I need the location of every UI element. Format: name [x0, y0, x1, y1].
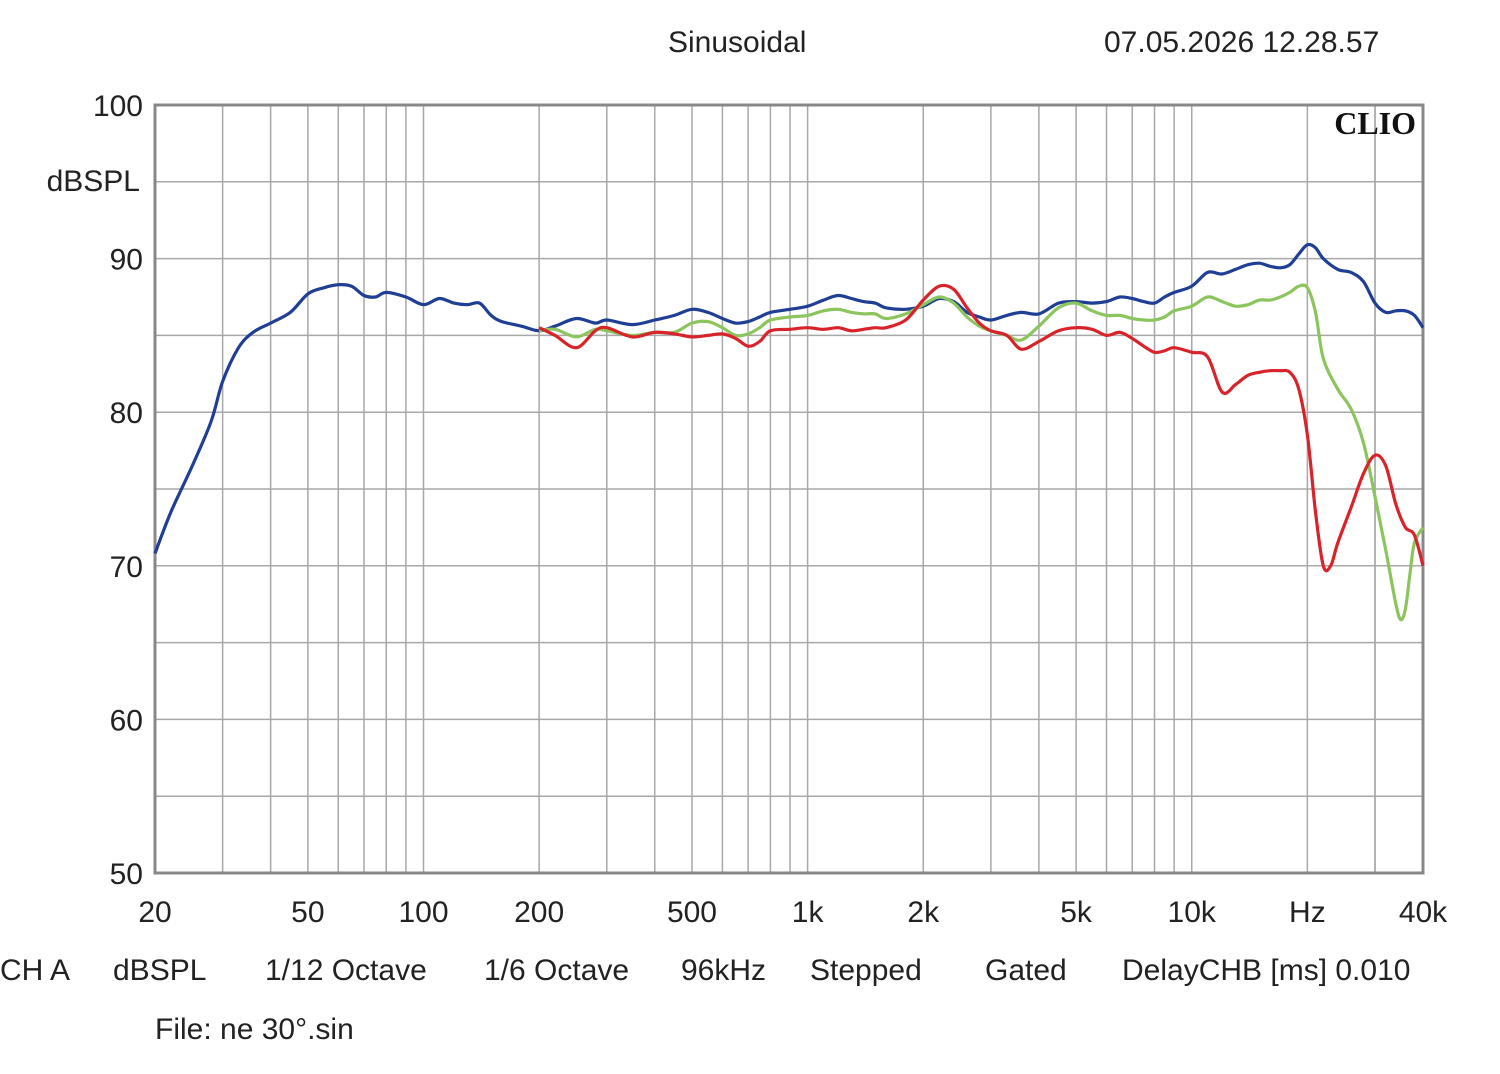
series-line-blue — [153, 242, 1425, 555]
y-tick-label: 80 — [110, 397, 143, 430]
x-axis-ticks: 20 50 100 200 500 1k 2k 5k 10k Hz 40k — [138, 896, 1448, 929]
grid — [155, 105, 1423, 873]
y-axis-unit-label: dBSPL — [47, 165, 140, 198]
footer-setting-item: dBSPL — [113, 954, 207, 987]
x-tick-label: Hz — [1289, 896, 1326, 929]
x-tick-label: 500 — [667, 896, 717, 929]
x-tick-label: 40k — [1399, 896, 1448, 929]
y-tick-label: 50 — [110, 858, 143, 891]
plot-frame — [153, 103, 1425, 875]
y-tick-label: 100 — [93, 90, 143, 123]
x-tick-label: 5k — [1060, 896, 1093, 929]
x-tick-label: 10k — [1168, 896, 1217, 929]
footer-setting-item: 1/12 Octave — [265, 954, 427, 987]
footer-setting-item: CH A — [0, 954, 71, 987]
y-tick-label: 90 — [110, 244, 143, 277]
series-group — [153, 242, 1425, 622]
x-tick-label: 2k — [907, 896, 940, 929]
y-tick-label: 60 — [110, 704, 143, 737]
footer-setting-item: DelayCHB [ms] 0.010 — [1122, 954, 1411, 987]
footer-setting-item: 96kHz — [681, 954, 767, 987]
y-tick-label: 70 — [110, 551, 143, 584]
footer-setting-item: 1/6 Octave — [484, 954, 630, 987]
footer-setting-item: Gated — [985, 954, 1067, 987]
x-tick-label: 50 — [291, 896, 324, 929]
clio-brand-label: CLIO — [1334, 105, 1416, 141]
series-line-red — [538, 283, 1425, 573]
measurement-datetime: 07.05.2026 12.28.57 — [1104, 26, 1380, 59]
file-name-label: File: ne 30°.sin — [155, 1013, 354, 1046]
x-tick-label: 100 — [398, 896, 448, 929]
y-axis-ticks: 100 90 80 70 60 50 — [93, 90, 143, 891]
series-line-green — [538, 283, 1425, 622]
x-tick-label: 20 — [138, 896, 171, 929]
measurement-mode: Sinusoidal — [668, 26, 807, 59]
x-tick-label: 200 — [514, 896, 564, 929]
footer-setting-item: Stepped — [810, 954, 922, 987]
x-tick-label: 1k — [792, 896, 825, 929]
